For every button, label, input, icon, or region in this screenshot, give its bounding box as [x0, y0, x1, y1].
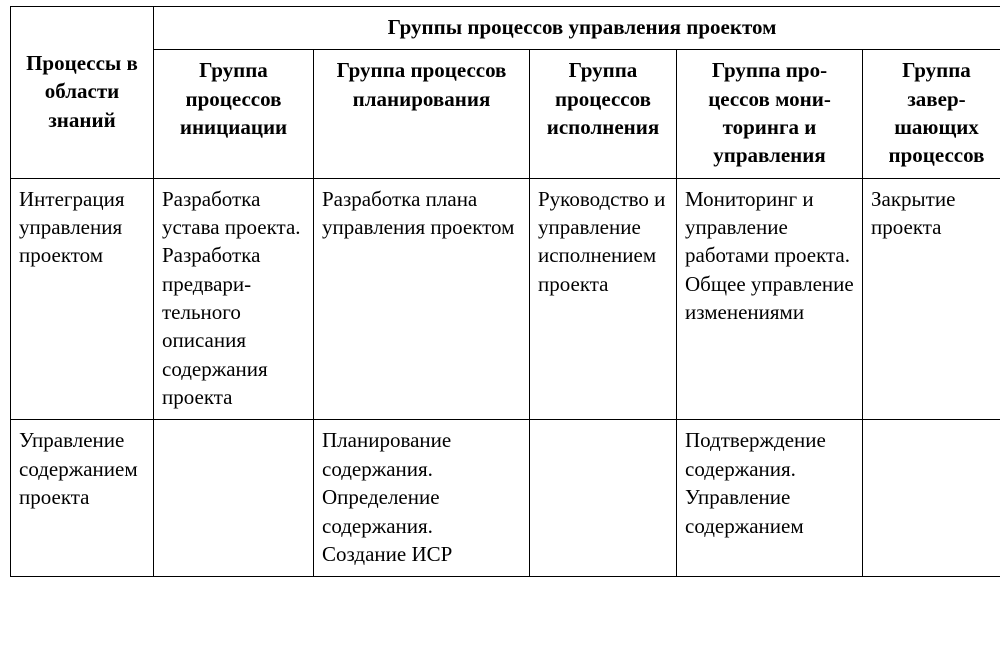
cell: Подтвержде­ние содержа­ния. Управление с…	[677, 420, 863, 577]
process-groups-table: Процессы в области знаний Группы процесс…	[10, 6, 1000, 577]
row-label: Интеграция управления проектом	[11, 178, 154, 420]
header-col-monitoring: Группа про­цессов мони­торинга и управле…	[677, 50, 863, 178]
header-row-label: Процессы в области знаний	[11, 7, 154, 179]
table-row: Управление содержани­ем проекта Планиров…	[11, 420, 1000, 577]
cell: Разработка устава про­екта. Разработка п…	[154, 178, 314, 420]
table-header-row-2: Группа процессов инициации Группа процес…	[11, 50, 1000, 178]
header-col-execution: Группа процессов исполне­ния	[530, 50, 677, 178]
cell: Мониторинг и управление работами проекта…	[677, 178, 863, 420]
cell: Планирование содержания. Определение сод…	[314, 420, 530, 577]
table-header-row-1: Процессы в области знаний Группы процесс…	[11, 7, 1000, 50]
header-col-planning: Группа процес­сов планирова­ния	[314, 50, 530, 178]
cell: Закрытие проекта	[863, 178, 1000, 420]
cell	[530, 420, 677, 577]
cell	[154, 420, 314, 577]
header-col-initiation: Группа процессов инициации	[154, 50, 314, 178]
row-label: Управление содержани­ем проекта	[11, 420, 154, 577]
header-col-closing: Группа завер­шающих процессов	[863, 50, 1000, 178]
cell: Руковод­ство и управле­ние испол­нением …	[530, 178, 677, 420]
header-spanner: Группы процессов управления проектом	[154, 7, 1000, 50]
table-row: Интеграция управления проектом Разработк…	[11, 178, 1000, 420]
cell	[863, 420, 1000, 577]
cell: Разработка пла­на управления проектом	[314, 178, 530, 420]
